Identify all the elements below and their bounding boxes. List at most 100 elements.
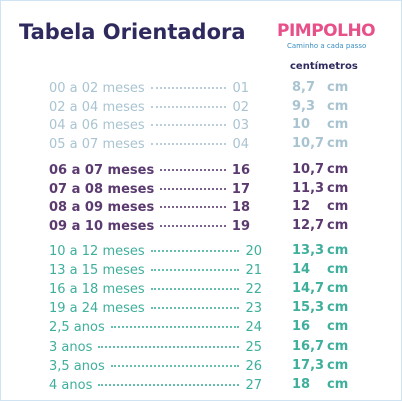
size-number: 04 — [232, 136, 249, 152]
age: 3 anos — [49, 339, 93, 355]
size-number: 17 — [231, 181, 250, 197]
leader — [160, 206, 226, 209]
size-row: 05 a 07 meses 04 — [49, 137, 249, 152]
cm-unit: cm — [327, 357, 349, 373]
slogan: Caminho a cada passo — [287, 42, 367, 50]
cm-value: 12 — [292, 199, 311, 215]
cm-value: 14,7 — [292, 281, 325, 297]
cm-value: 15,3 — [292, 300, 325, 316]
age: 13 a 15 meses — [49, 263, 145, 279]
cm-value: 8,7 — [292, 80, 316, 95]
size-row: 06 a 07 meses 16 — [49, 163, 250, 178]
size-row: 09 a 10 meses 19 — [49, 219, 250, 234]
cm-unit: cm — [327, 376, 349, 392]
cm-value: 10 — [292, 117, 311, 133]
leader — [150, 142, 227, 145]
age: 08 a 09 meses — [49, 200, 155, 216]
cm-value: 11,3 — [292, 180, 325, 196]
size-number: 21 — [245, 263, 262, 279]
size-number: 02 — [232, 99, 249, 115]
size-number: 24 — [245, 320, 262, 336]
cm-value: 17,3 — [292, 357, 325, 373]
cm-unit: cm — [327, 199, 349, 215]
cm-unit: cm — [327, 243, 349, 258]
size-number: 22 — [245, 282, 262, 298]
size-row: 08 a 09 meses 18 — [49, 200, 250, 215]
leader — [110, 364, 240, 367]
leader — [150, 250, 240, 252]
cm-unit: cm — [327, 338, 349, 354]
age: 16 a 18 meses — [49, 282, 145, 298]
leader — [150, 105, 227, 108]
title: Tabela Orientadora — [19, 20, 246, 44]
cm-unit: cm — [327, 98, 349, 114]
cm-value: 13,3 — [292, 243, 325, 258]
size-number: 03 — [232, 118, 249, 134]
leader — [160, 224, 226, 227]
leader — [98, 345, 240, 348]
leader — [150, 124, 227, 127]
size-row: 16 a 18 meses 22 — [49, 282, 262, 297]
cm-unit: cm — [327, 117, 349, 133]
cm-unit: cm — [327, 162, 349, 177]
age: 2,5 anos — [49, 320, 105, 336]
leader — [98, 383, 240, 386]
size-number: 01 — [232, 81, 249, 96]
leader — [160, 187, 226, 190]
cm-value: 12,7 — [292, 217, 325, 233]
leader — [150, 87, 227, 89]
leader — [150, 269, 240, 272]
size-number: 19 — [231, 218, 250, 234]
leader — [150, 307, 240, 310]
age: 10 a 12 meses — [49, 244, 145, 259]
cm-unit: cm — [327, 217, 349, 233]
cm-unit: cm — [327, 281, 349, 297]
size-number: 25 — [245, 339, 262, 355]
unit-heading: centímetros — [290, 61, 358, 72]
age: 04 a 06 meses — [49, 118, 145, 134]
cm-value: 18 — [292, 376, 311, 392]
size-row: 3,5 anos 26 — [49, 359, 262, 374]
size-row: 04 a 06 meses 03 — [49, 118, 249, 133]
size-number: 20 — [245, 244, 262, 259]
age: 05 a 07 meses — [49, 136, 145, 152]
age: 02 a 04 meses — [49, 99, 145, 115]
size-row: 00 a 02 meses 01 — [49, 81, 249, 96]
size-row: 13 a 15 meses 21 — [49, 263, 262, 278]
age: 3,5 anos — [49, 358, 105, 374]
leader — [150, 288, 240, 291]
size-row: 4 anos 27 — [49, 378, 262, 393]
size-row: 07 a 08 meses 17 — [49, 182, 250, 197]
cm-unit: cm — [327, 80, 349, 95]
age: 19 a 24 meses — [49, 301, 145, 317]
cm-unit: cm — [327, 180, 349, 196]
size-number: 18 — [231, 200, 250, 216]
cm-unit: cm — [327, 262, 349, 278]
cm-unit: cm — [327, 319, 349, 335]
cm-unit: cm — [327, 135, 349, 151]
size-row: 19 a 24 meses 23 — [49, 301, 262, 316]
cm-value: 16,7 — [292, 338, 325, 354]
size-row: 3 anos 25 — [49, 340, 262, 355]
age: 07 a 08 meses — [49, 181, 155, 197]
size-number: 23 — [245, 301, 262, 317]
cm-value: 14 — [292, 262, 311, 278]
age: 4 anos — [49, 377, 93, 393]
cm-value: 10,7 — [292, 135, 325, 151]
cm-unit: cm — [327, 300, 349, 316]
size-number: 26 — [245, 358, 262, 374]
size-number: 27 — [245, 377, 262, 393]
cm-value: 10,7 — [292, 162, 325, 177]
size-row: 2,5 anos 24 — [49, 320, 262, 335]
logo: PIMPOLHO — [277, 21, 376, 41]
size-row: 10 a 12 meses 20 — [49, 244, 262, 259]
cm-value: 9,3 — [292, 98, 316, 114]
cm-value: 16 — [292, 319, 311, 335]
size-row: 02 a 04 meses 02 — [49, 100, 249, 115]
size-number: 16 — [231, 163, 250, 178]
leader — [110, 326, 240, 329]
age: 00 a 02 meses — [49, 81, 145, 96]
age: 09 a 10 meses — [49, 218, 155, 234]
age: 06 a 07 meses — [49, 163, 155, 178]
